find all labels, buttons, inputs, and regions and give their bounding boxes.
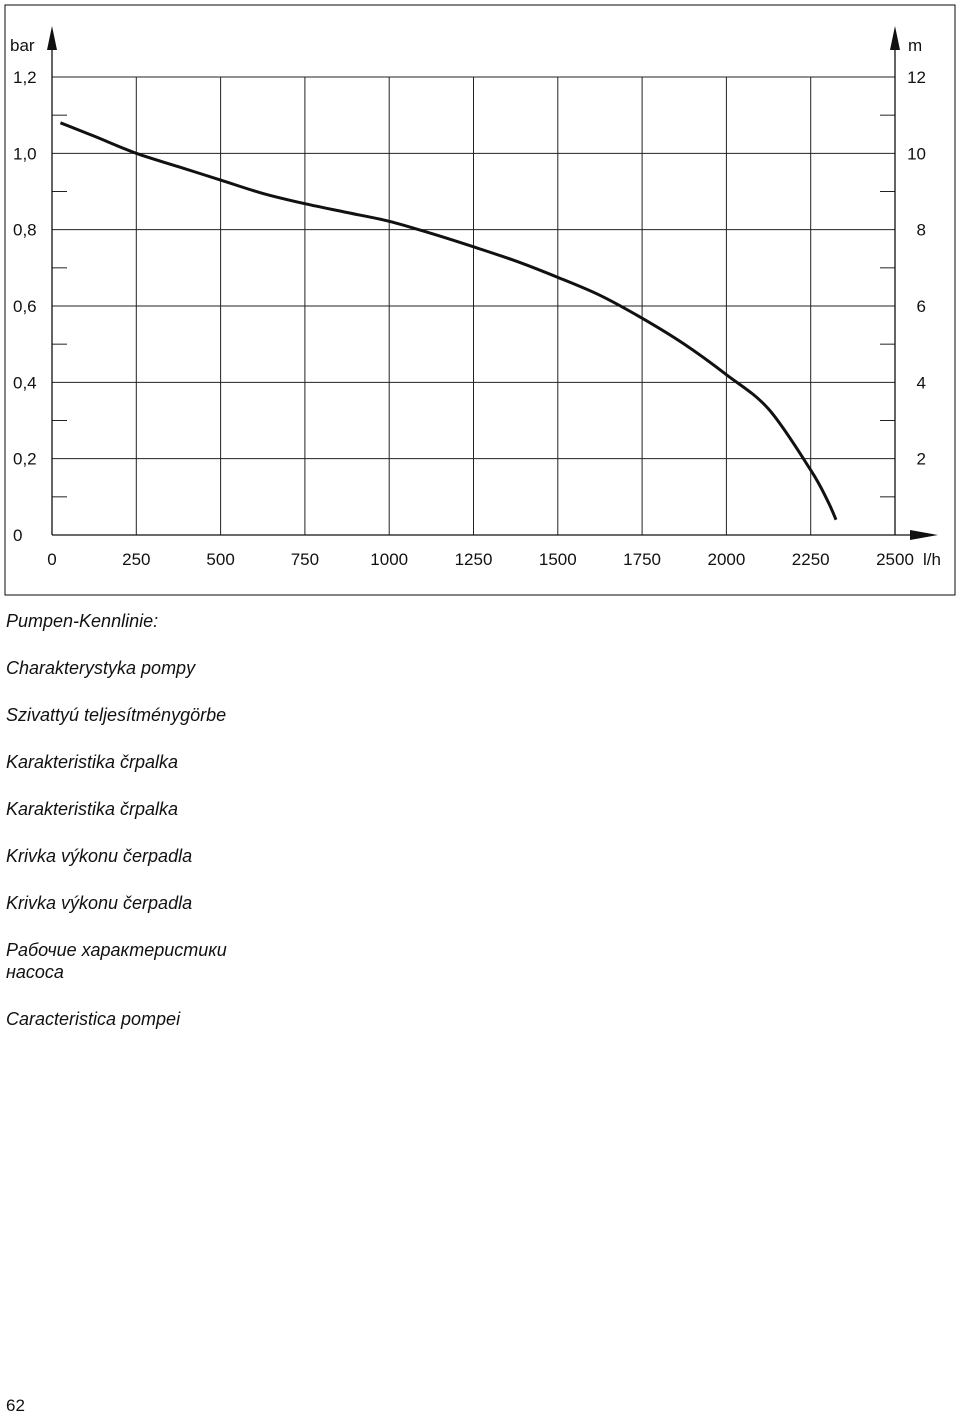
x-tick-label: 0 xyxy=(47,550,56,569)
caption-line: Karakteristika črpalka xyxy=(6,799,179,819)
caption-line: Рабочие характеристики насоса xyxy=(6,940,227,982)
caption-line: Szivattyú teljesítménygörbe xyxy=(6,705,227,725)
y2-tick-label: 4 xyxy=(917,373,926,392)
y2-tick-label: 2 xyxy=(917,450,926,469)
y-tick-label: 1,2 xyxy=(13,68,37,87)
y-tick-label: 0 xyxy=(13,526,22,545)
y-axis-unit-label: bar xyxy=(10,36,35,55)
y-axis-right-arrow xyxy=(890,26,900,50)
x-tick-label: 750 xyxy=(291,550,319,569)
chart-svg: 0 0,2 0,4 0,6 0,8 1,0 1,2 2 4 6 8 10 12 0 250 500 750 100… xyxy=(4,4,956,596)
y2-tick-label: 10 xyxy=(907,144,926,163)
x-axis-arrow xyxy=(910,530,938,540)
page-number: 62 xyxy=(6,1396,25,1415)
x-tick-label: 1750 xyxy=(623,550,661,569)
grid xyxy=(52,76,895,535)
series xyxy=(59,121,838,521)
x-tick-label: 2250 xyxy=(792,550,830,569)
axes xyxy=(47,26,938,540)
caption-list: Pumpen-Kennlinie: Charakterystyka pompy Sz… xyxy=(6,610,906,1055)
y-tick-label: 1,0 xyxy=(13,144,37,163)
chart-frame xyxy=(4,4,956,596)
y-tick-label: 0,6 xyxy=(13,297,37,316)
caption-line: Pumpen-Kennlinie: xyxy=(6,611,159,631)
x-tick-label: 2500 xyxy=(876,550,914,569)
x-tick-label: 1250 xyxy=(455,550,493,569)
caption-line: Krivka výkonu čerpadla xyxy=(6,893,193,913)
x-tick-label: 1500 xyxy=(539,550,577,569)
y2-axis-unit-label: m xyxy=(908,36,922,55)
y2-tick-label: 6 xyxy=(917,297,926,316)
x-tick-label: 1000 xyxy=(370,550,408,569)
pump-curve-line xyxy=(59,121,838,521)
tick-labels: 0 0,2 0,4 0,6 0,8 1,0 1,2 2 4 6 8 10 12 0 250 500 750 100… xyxy=(10,36,941,569)
pump-characteristic-chart: 0 0,2 0,4 0,6 0,8 1,0 1,2 2 4 6 8 10 12 0 250 500 750 100… xyxy=(0,0,960,600)
y2-tick-label: 8 xyxy=(917,221,926,240)
caption-line: Karakteristika črpalka xyxy=(6,752,179,772)
caption-line: Krivka výkonu čerpadla xyxy=(6,846,193,866)
x-tick-label: 500 xyxy=(206,550,234,569)
caption-line: Charakterystyka pompy xyxy=(6,658,196,678)
y2-tick-label: 12 xyxy=(907,68,926,87)
y-tick-label: 0,4 xyxy=(13,373,37,392)
x-tick-label: 250 xyxy=(122,550,150,569)
caption-line: Caracteristica pompei xyxy=(6,1009,181,1029)
x-tick-label: 2000 xyxy=(707,550,745,569)
y-tick-label: 0,2 xyxy=(13,450,37,469)
y-axis-left-arrow xyxy=(47,26,57,50)
x-axis-unit-label: l/h xyxy=(923,550,941,569)
y-tick-label: 0,8 xyxy=(13,221,37,240)
